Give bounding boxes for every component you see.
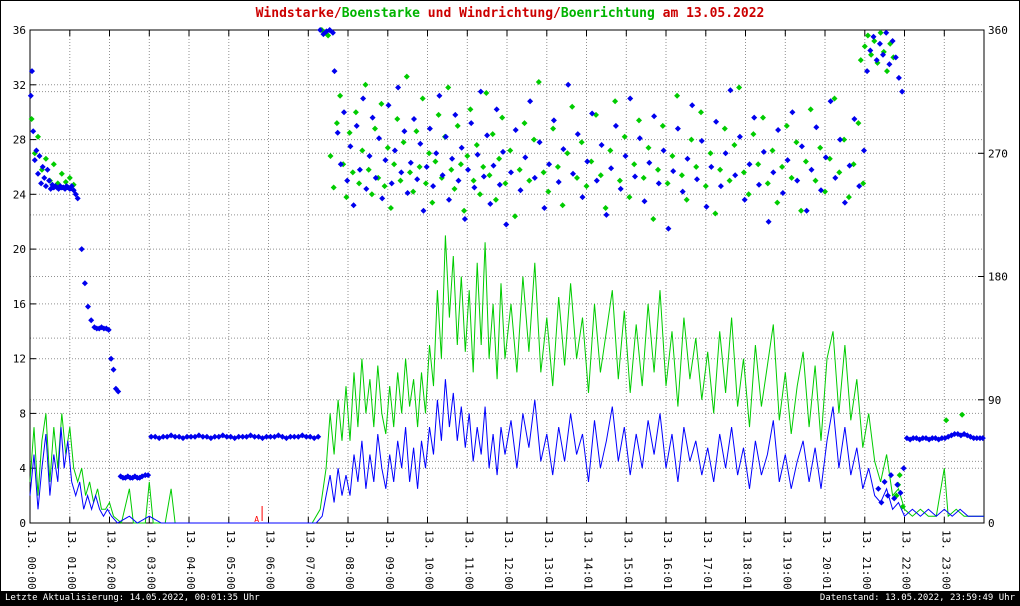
series-windrichtung xyxy=(27,27,986,506)
svg-text:13. 10:00: 13. 10:00 xyxy=(423,530,436,590)
svg-text:13. 01:00: 13. 01:00 xyxy=(65,530,78,590)
svg-text:13. 13:01: 13. 13:01 xyxy=(542,530,555,590)
svg-text:180: 180 xyxy=(988,271,1008,284)
svg-text:0: 0 xyxy=(19,517,26,530)
svg-text:12: 12 xyxy=(13,353,26,366)
status-bar: Letzte Aktualisierung: 14.05.2022, 00:01… xyxy=(1,591,1019,605)
svg-text:13. 14:01: 13. 14:01 xyxy=(582,530,595,590)
svg-text:270: 270 xyxy=(988,147,1008,160)
data-timestamp-text: Datenstand: 13.05.2022, 23:59:49 Uhr xyxy=(819,593,1015,603)
y-right-tick-labels: 0 90 180 270 360 xyxy=(988,24,1008,530)
svg-text:13. 15:01: 13. 15:01 xyxy=(621,530,634,590)
svg-text:13. 00:00: 13. 00:00 xyxy=(25,530,38,590)
svg-text:13. 19:00: 13. 19:00 xyxy=(780,530,793,590)
svg-text:13. 17:01: 13. 17:01 xyxy=(701,530,714,590)
svg-text:13. 22:00: 13. 22:00 xyxy=(900,530,913,590)
title-part-boenstaerke: Boenstarke xyxy=(341,6,420,21)
x-axis-labels: 13. 00:00 13. 01:00 13. 02:00 13. 03:00 13. … xyxy=(25,530,952,590)
svg-text:13. 11:00: 13. 11:00 xyxy=(462,530,475,590)
svg-text:13. 20:01: 13. 20:01 xyxy=(820,530,833,590)
event-marker: A xyxy=(254,506,263,524)
svg-text:13. 12:00: 13. 12:00 xyxy=(502,530,515,590)
y-left-tick-labels: 0 4 8 12 16 20 24 28 32 36 xyxy=(13,24,27,530)
svg-text:A: A xyxy=(254,515,259,524)
grid-lines xyxy=(30,30,984,523)
svg-text:24: 24 xyxy=(13,188,27,201)
svg-text:13. 05:00: 13. 05:00 xyxy=(224,530,237,590)
svg-text:20: 20 xyxy=(13,243,26,256)
svg-text:13. 21:00: 13. 21:00 xyxy=(860,530,873,590)
title-part-date: am 13.05.2022 xyxy=(654,6,765,21)
svg-text:4: 4 xyxy=(19,462,26,475)
svg-text:13. 16:01: 13. 16:01 xyxy=(661,530,674,590)
series-boenstaerke xyxy=(29,235,984,524)
svg-text:13. 04:00: 13. 04:00 xyxy=(184,530,197,590)
title-part-windstaerke: Windstarke/ xyxy=(255,6,342,21)
svg-text:36: 36 xyxy=(13,24,26,37)
series-windstaerke xyxy=(29,379,984,524)
svg-text:13. 02:00: 13. 02:00 xyxy=(105,530,118,590)
svg-text:13. 03:00: 13. 03:00 xyxy=(144,530,157,590)
svg-text:32: 32 xyxy=(13,79,26,92)
chart-title: Windstarke/Boenstarke und Windrichtung/B… xyxy=(1,6,1019,21)
svg-text:360: 360 xyxy=(988,24,1008,37)
svg-text:13. 18:01: 13. 18:01 xyxy=(741,530,754,590)
plot-border xyxy=(29,29,985,524)
title-part-windrichtung: und Windrichtung/ xyxy=(419,6,561,21)
svg-text:13. 07:00: 13. 07:00 xyxy=(303,530,316,590)
svg-text:8: 8 xyxy=(19,407,26,420)
last-update-text: Letzte Aktualisierung: 14.05.2022, 00:01… xyxy=(5,593,260,603)
title-part-boenrichtung: Boenrichtung xyxy=(560,6,655,21)
svg-text:0: 0 xyxy=(988,517,995,530)
svg-text:13. 23:00: 13. 23:00 xyxy=(939,530,952,590)
svg-text:13. 09:00: 13. 09:00 xyxy=(383,530,396,590)
svg-text:13. 06:00: 13. 06:00 xyxy=(264,530,277,590)
svg-text:28: 28 xyxy=(13,134,26,147)
svg-text:16: 16 xyxy=(13,298,26,311)
svg-text:13. 08:00: 13. 08:00 xyxy=(343,530,356,590)
svg-text:90: 90 xyxy=(988,394,1001,407)
